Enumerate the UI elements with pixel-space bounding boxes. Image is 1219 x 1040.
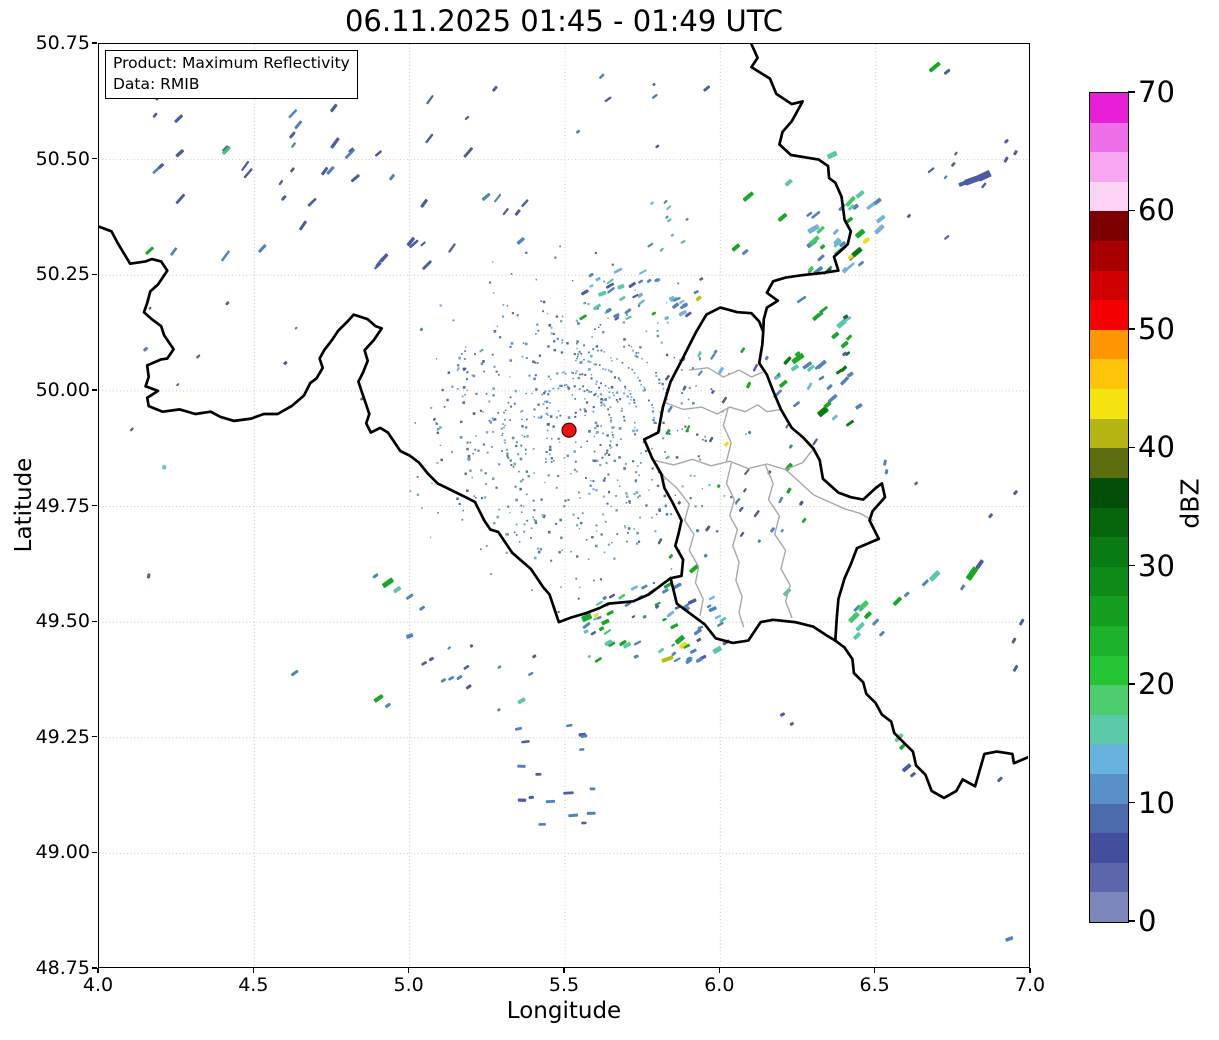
colorbar-segment [1090, 152, 1128, 183]
x-tick-label: 6.0 [704, 974, 735, 996]
colorbar-tick-label: 20 [1138, 667, 1175, 702]
colorbar-segment [1090, 566, 1128, 597]
y-tick-mark [92, 967, 97, 969]
colorbar-segment [1090, 803, 1128, 834]
colorbar-segment [1090, 359, 1128, 390]
x-axis-title: Longitude [506, 998, 622, 1024]
radar-clutter-echoes [409, 245, 747, 614]
colorbar-tick-label: 30 [1138, 548, 1175, 583]
colorbar-tick-label: 10 [1138, 785, 1175, 820]
colorbar-segment [1090, 655, 1128, 686]
info-box: Product: Maximum Reflectivity Data: RMIB [105, 50, 358, 99]
colorbar-segment [1090, 685, 1128, 716]
radar-site-marker [561, 422, 577, 438]
x-tick-label: 6.5 [859, 974, 890, 996]
y-tick-mark [92, 504, 97, 507]
y-tick-mark [92, 389, 97, 391]
colorbar-segment [1090, 418, 1128, 449]
colorbar-tick-mark [1128, 801, 1135, 804]
y-tick-mark [92, 736, 97, 738]
colorbar-segment [1090, 773, 1128, 805]
colorbar-segment [1090, 270, 1128, 301]
y-tick-mark [92, 158, 97, 160]
y-tick-mark [92, 851, 97, 854]
colorbar-tick-label: 50 [1138, 311, 1175, 346]
x-tick-mark [252, 968, 255, 973]
y-tick-label: 50.25 [35, 263, 90, 286]
colorbar-segment [1090, 596, 1128, 627]
colorbar-segment [1090, 329, 1128, 360]
colorbar-segment [1090, 93, 1128, 124]
colorbar-segment [1090, 714, 1128, 745]
y-tick-label: 50.75 [35, 32, 90, 54]
colorbar-tick-mark [1128, 209, 1135, 212]
colorbar-segment [1090, 241, 1128, 272]
colorbar-segment [1090, 300, 1128, 331]
colorbar-tick-mark [1128, 565, 1135, 567]
info-data-line: Data: RMIB [113, 75, 200, 93]
x-tick-label: 5.0 [393, 974, 424, 996]
colorbar-tick-mark [1128, 91, 1135, 93]
y-tick-label: 49.25 [35, 725, 90, 748]
y-tick-label: 49.00 [35, 841, 90, 864]
colorbar-tick-label: 0 [1138, 904, 1157, 938]
colorbar-label: dBZ [1175, 478, 1205, 529]
colorbar-segment [1090, 507, 1128, 538]
colorbar-segment [1090, 181, 1128, 212]
colorbar-segment [1090, 211, 1128, 242]
y-tick-mark [92, 42, 97, 44]
x-tick-label: 5.5 [548, 974, 580, 996]
x-tick-mark [718, 968, 721, 973]
country-borders [99, 44, 1028, 800]
plot-title: 06.11.2025 01:45 - 01:49 UTC [344, 4, 784, 38]
colorbar-tick-mark [1128, 328, 1135, 330]
colorbar-segment [1090, 862, 1128, 893]
y-tick-label: 50.00 [35, 378, 90, 401]
y-tick-label: 50.50 [35, 147, 90, 170]
x-tick-mark [408, 968, 410, 973]
plot-area: Product: Maximum Reflectivity Data: RMIB [98, 43, 1030, 968]
y-tick-label: 48.75 [35, 957, 90, 979]
scattered-echoes [129, 73, 1009, 826]
y-tick-label: 49.50 [35, 610, 90, 633]
colorbar-tick-mark [1128, 446, 1135, 448]
colorbar-tick-mark [1128, 683, 1135, 685]
x-tick-label: 4.5 [238, 974, 269, 996]
x-tick-label: 4.0 [82, 974, 114, 996]
echo-streaks [143, 61, 1025, 942]
colorbar-segment [1090, 892, 1128, 923]
gridlines [99, 44, 1028, 966]
colorbar-segment [1090, 744, 1128, 775]
y-tick-label: 49.75 [35, 494, 90, 517]
colorbar-tick-label: 60 [1138, 193, 1175, 228]
colorbar-tick-mark [1128, 920, 1135, 922]
region-borders [652, 367, 874, 628]
y-tick-mark [92, 620, 97, 622]
x-tick-mark [1029, 968, 1031, 973]
x-tick-mark [874, 968, 876, 973]
colorbar-tick-label: 70 [1138, 75, 1175, 109]
colorbar-segment [1090, 537, 1128, 568]
colorbar-segment [1090, 477, 1128, 508]
colorbar-segment [1090, 389, 1128, 420]
x-tick-label: 7.0 [1014, 974, 1046, 996]
radar-map-svg [99, 44, 1028, 966]
colorbar-segment [1090, 448, 1128, 479]
colorbar-segment [1090, 833, 1128, 864]
colorbar-segment [1090, 122, 1128, 153]
x-tick-mark [563, 968, 565, 973]
colorbar-tick-label: 40 [1138, 430, 1175, 465]
colorbar [1089, 92, 1129, 923]
y-tick-mark [92, 273, 97, 275]
x-tick-mark [97, 968, 99, 973]
colorbar-segment [1090, 625, 1128, 657]
info-product-line: Product: Maximum Reflectivity [113, 54, 350, 72]
